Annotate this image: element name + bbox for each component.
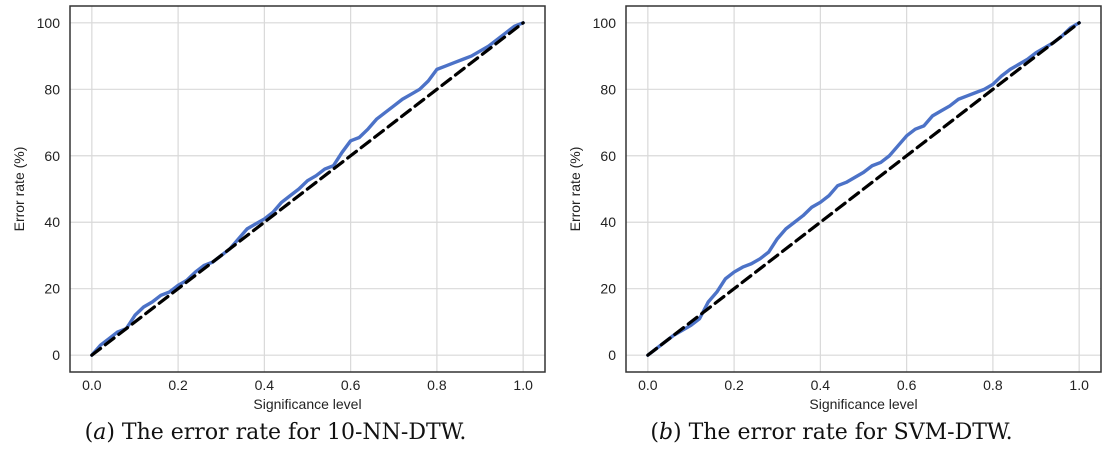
chart-a-ytick-label-2: 40 — [44, 214, 60, 230]
chart-a-xtick-label-5: 1.0 — [513, 377, 533, 393]
chart-b-ytick-label-0: 0 — [608, 347, 616, 363]
chart-a-ytick-label-0: 0 — [52, 347, 60, 363]
chart-a-ytick-label-3: 60 — [44, 148, 60, 164]
chart-b-x-axis-label: Significance level — [809, 396, 917, 412]
chart-b-xtick-label-4: 0.8 — [983, 377, 1003, 393]
chart-b-ytick-label-4: 80 — [600, 81, 616, 97]
chart-panel-a: 0.0 0.2 0.4 0.6 0.8 1.0 0 20 40 60 80 100 Significan… — [0, 0, 551, 453]
chart-a-plot-frame — [69, 5, 546, 373]
chart-b-ytick-label-1: 20 — [600, 281, 616, 297]
chart-b-xtick-label-1: 0.2 — [724, 377, 744, 393]
caption-b-letter: b — [658, 420, 674, 445]
caption-a: (a) The error rate for 10-NN-DTW. — [84, 420, 467, 445]
chart-b-xtick-label-0: 0.0 — [638, 377, 658, 393]
chart-b-y-axis-label: Error rate (%) — [567, 147, 583, 232]
chart-a-xtick-label-4: 0.8 — [427, 377, 447, 393]
chart-b-ytick-label-5: 100 — [593, 15, 617, 31]
chart-b-ytick-label-2: 40 — [600, 214, 616, 230]
chart-a-svg: 0.0 0.2 0.4 0.6 0.8 1.0 0 20 40 60 80 100 Significan… — [11, 5, 546, 412]
chart-b-xtick-label-2: 0.4 — [811, 377, 831, 393]
chart-a-ytick-label-4: 80 — [44, 81, 60, 97]
chart-b-plot-frame — [625, 5, 1102, 373]
chart-b-xtick-label-3: 0.6 — [897, 377, 917, 393]
chart-a-series-0-line — [90, 21, 525, 357]
chart-a-xtick-label-3: 0.6 — [341, 377, 361, 393]
chart-a-y-axis-label: Error rate (%) — [11, 147, 27, 232]
caption-a-letter: a — [93, 420, 107, 445]
chart-a-x-axis-label: Significance level — [253, 396, 361, 412]
caption-b-text: The error rate for SVM-DTW. — [688, 420, 1013, 445]
caption-b: (b) The error rate for SVM-DTW. — [650, 420, 1013, 445]
chart-a-xtick-label-0: 0.0 — [82, 377, 102, 393]
chart-a-ytick-label-1: 20 — [44, 281, 60, 297]
chart-a-xtick-label-2: 0.4 — [255, 377, 275, 393]
chart-a-xtick-label-1: 0.2 — [168, 377, 188, 393]
chart-b-series-1-dashed-line — [646, 21, 1081, 357]
chart-a-ytick-label-5: 100 — [37, 15, 61, 31]
chart-b-svg: 0.0 0.2 0.4 0.6 0.8 1.0 0 20 40 60 80 100 Significan… — [567, 5, 1102, 412]
chart-a-series-1-dashed-line — [90, 21, 525, 357]
caption-a-text: The error rate for 10-NN-DTW. — [121, 420, 467, 445]
chart-b-ytick-label-3: 60 — [600, 148, 616, 164]
chart-b-series-0-line — [646, 21, 1081, 357]
chart-panel-b: 0.0 0.2 0.4 0.6 0.8 1.0 0 20 40 60 80 100 Significan… — [556, 0, 1103, 453]
chart-b-xtick-label-5: 1.0 — [1069, 377, 1089, 393]
